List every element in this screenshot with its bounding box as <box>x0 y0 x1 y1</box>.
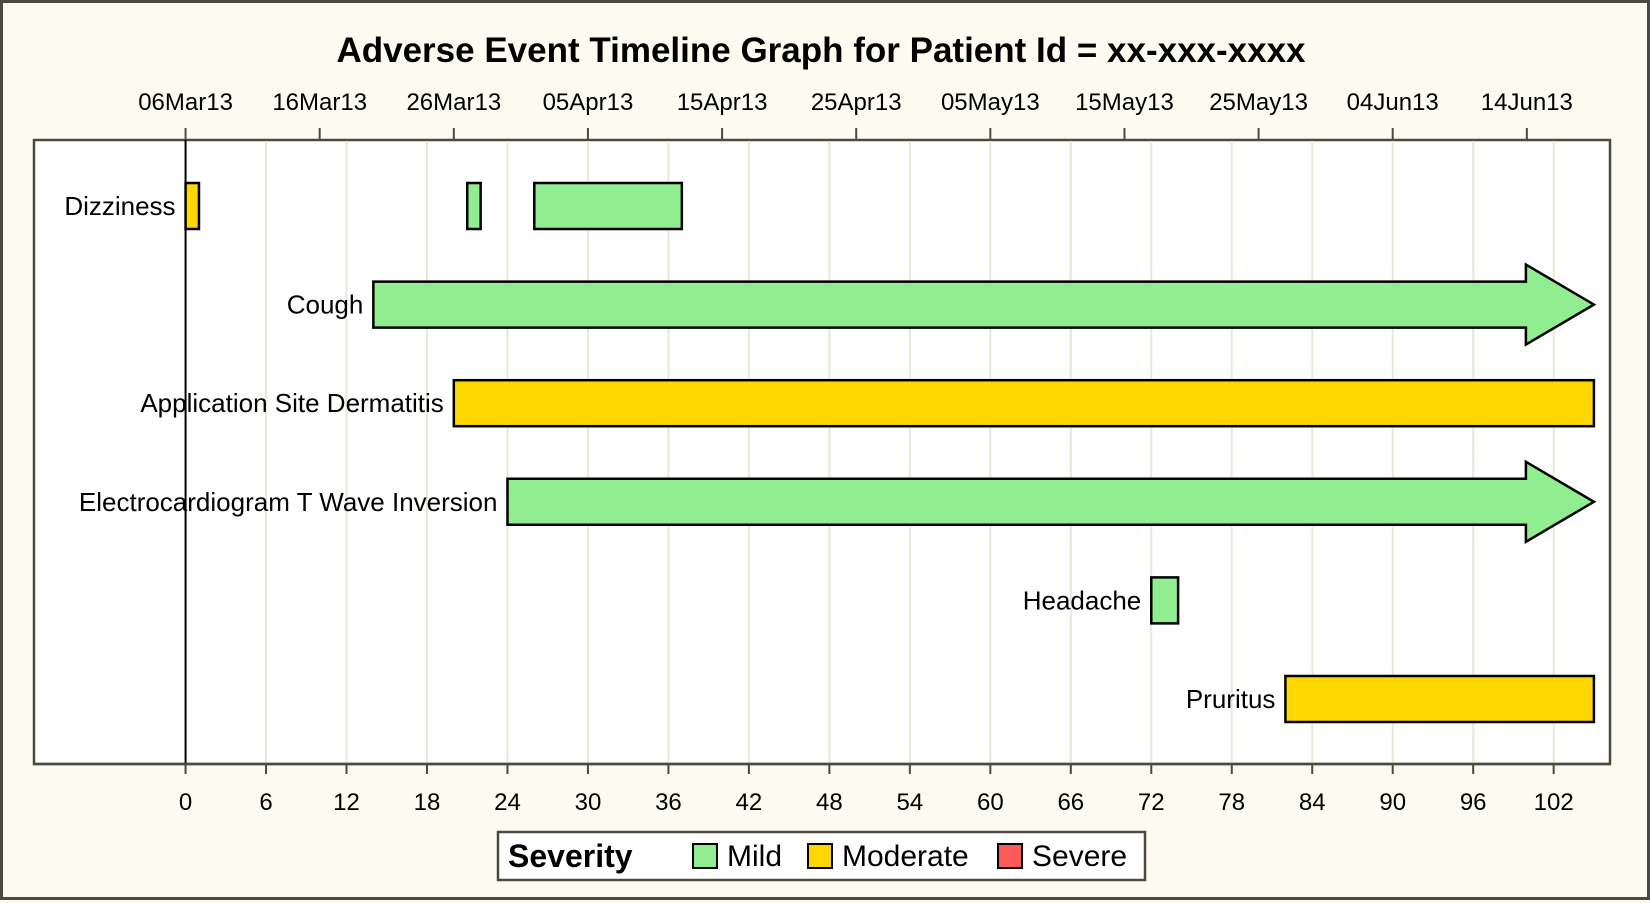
x-tick-label: 96 <box>1460 789 1487 816</box>
x-tick-label: 48 <box>816 789 843 816</box>
date-tick-label: 04Jun13 <box>1347 89 1439 116</box>
event-bar <box>533 181 684 231</box>
event-bar-ongoing <box>506 459 1597 544</box>
legend-label: Mild <box>727 840 782 873</box>
x-axis-top: 06Mar13 16Mar13 26Mar13 05Apr13 15Apr13 25Apr… <box>138 89 1573 140</box>
event-bar <box>465 181 482 231</box>
event-label: Headache <box>1023 585 1142 615</box>
x-tick-label: 72 <box>1138 789 1165 816</box>
date-tick-label: 16Mar13 <box>272 89 367 116</box>
event-label: Dizziness <box>64 191 175 221</box>
legend-title: Severity <box>508 838 633 874</box>
event-bar <box>1150 576 1180 625</box>
date-tick-label: 26Mar13 <box>406 89 501 116</box>
date-tick-label: 15May13 <box>1075 89 1174 116</box>
date-tick-label: 25May13 <box>1209 89 1308 116</box>
x-tick-label: 78 <box>1218 789 1245 816</box>
legend-label: Moderate <box>842 840 969 873</box>
x-tick-label: 36 <box>655 789 682 816</box>
chart-title: Adverse Event Timeline Graph for Patient… <box>336 31 1306 70</box>
event-bars: Dizziness Cough Application Site Dermatiti… <box>64 181 1597 724</box>
event-bar <box>452 378 1596 428</box>
date-tick-label: 14Jun13 <box>1481 89 1573 116</box>
event-bar <box>1284 674 1596 724</box>
legend-swatch <box>692 843 718 869</box>
legend-swatch <box>997 843 1023 869</box>
legend-label: Severe <box>1032 840 1127 873</box>
x-tick-label: 24 <box>494 789 521 816</box>
x-tick-label: 18 <box>414 789 441 816</box>
date-tick-label: 15Apr13 <box>677 89 768 116</box>
x-tick-label: 12 <box>333 789 360 816</box>
date-tick-label: 05Apr13 <box>543 89 634 116</box>
x-tick-label: 6 <box>259 789 272 816</box>
event-bar <box>184 181 201 231</box>
event-bar-ongoing <box>372 262 1597 347</box>
date-tick-label: 25Apr13 <box>811 89 902 116</box>
event-row: Electrocardiogram T Wave Inversion <box>79 459 1597 544</box>
event-row: Application Site Dermatitis <box>140 378 1596 428</box>
x-tick-label: 54 <box>897 789 924 816</box>
event-label: Cough <box>287 290 364 320</box>
x-tick-label: 90 <box>1379 789 1406 816</box>
event-label: Application Site Dermatitis <box>140 388 443 418</box>
x-tick-label: 60 <box>977 789 1004 816</box>
event-row: Dizziness <box>64 181 684 231</box>
event-row: Cough <box>287 262 1597 347</box>
event-row: Headache <box>1023 576 1180 625</box>
plot-area <box>32 138 1612 766</box>
date-tick-label: 05May13 <box>941 89 1040 116</box>
legend: Severity Mild Moderate Severe <box>496 830 1147 882</box>
x-tick-label: 0 <box>179 789 192 816</box>
date-tick-label: 06Mar13 <box>138 89 233 116</box>
event-label: Pruritus <box>1186 684 1276 714</box>
x-tick-label: 102 <box>1534 789 1574 816</box>
x-tick-label: 84 <box>1299 789 1326 816</box>
event-label: Electrocardiogram T Wave Inversion <box>79 487 498 517</box>
x-tick-label: 30 <box>575 789 602 816</box>
x-axis-bottom: 0 6 12 18 24 30 36 42 48 54 60 66 72 78 84 90 96 102 <box>34 762 1610 816</box>
x-tick-label: 42 <box>736 789 763 816</box>
grid-lines <box>184 140 1555 764</box>
legend-swatch <box>807 843 833 869</box>
event-row: Pruritus <box>1186 674 1596 724</box>
x-tick-label: 66 <box>1057 789 1084 816</box>
chart-canvas: Adverse Event Timeline Graph for Patient… <box>32 31 1612 882</box>
